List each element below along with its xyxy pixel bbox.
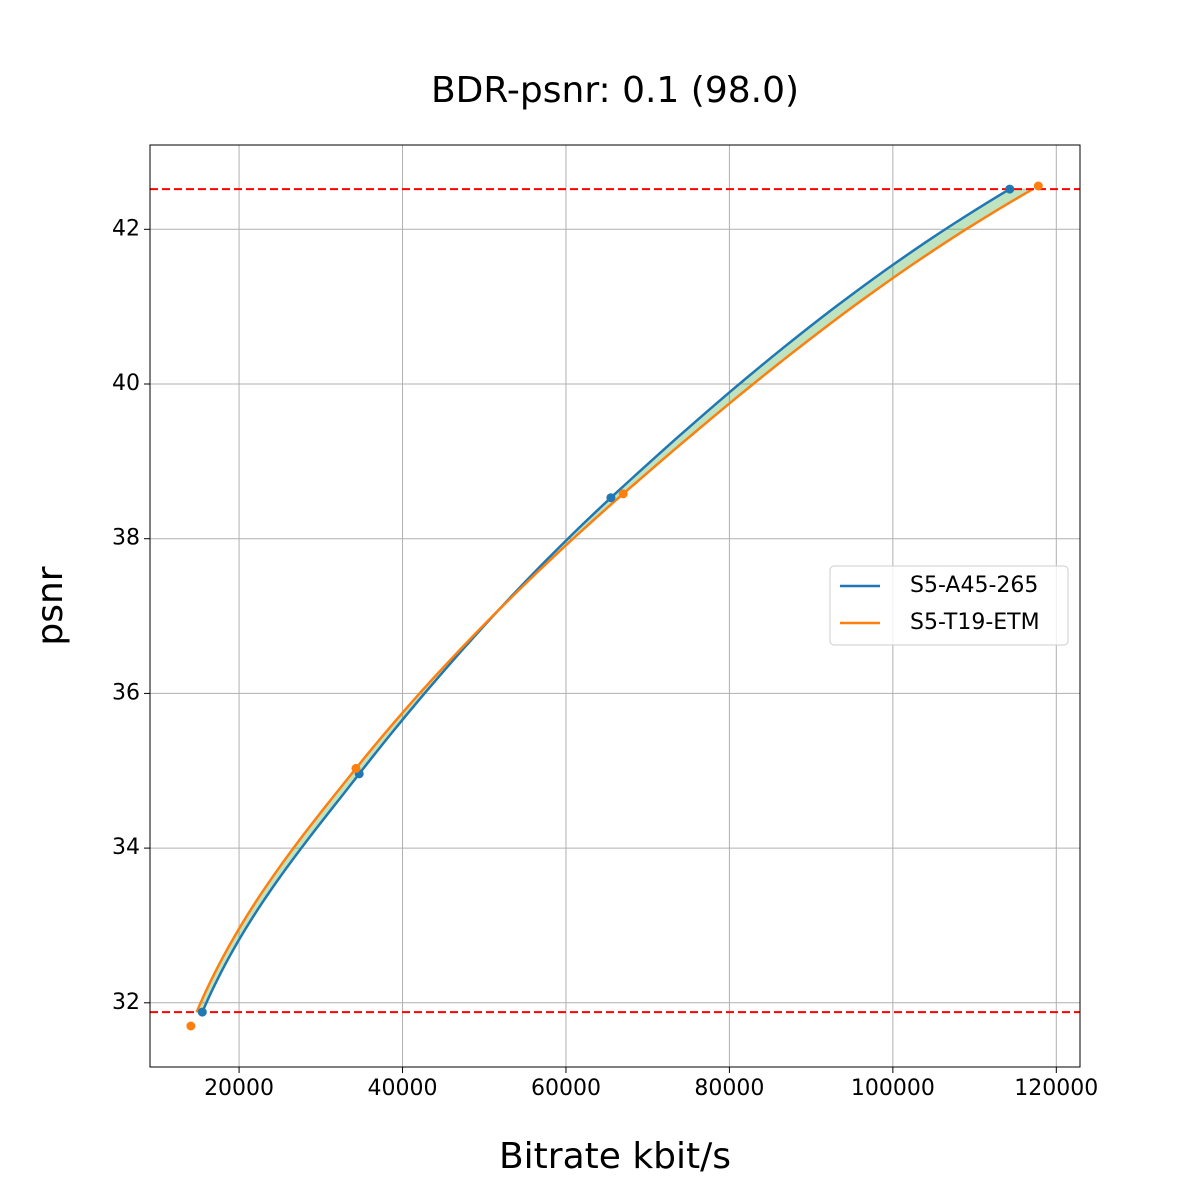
y-axis-label: psnr: [30, 566, 71, 645]
x-tick-label: 20000: [204, 1076, 274, 1101]
y-tick-label: 36: [112, 680, 140, 705]
y-tick-label: 32: [112, 990, 140, 1015]
y-tick-label: 42: [112, 216, 140, 241]
data-point: [197, 1007, 207, 1017]
x-tick-label: 80000: [694, 1076, 764, 1101]
x-tick-label: 120000: [1014, 1076, 1098, 1101]
plot-frame: [149, 144, 1081, 1068]
legend-box: [829, 565, 1069, 646]
data-point: [351, 763, 361, 773]
data-point: [1033, 181, 1043, 191]
data-point: [606, 493, 616, 503]
y-tick-label: 34: [112, 835, 140, 860]
data-point: [186, 1021, 196, 1031]
fit-curve: [195, 188, 1034, 1013]
y-tick-label: 38: [112, 526, 140, 551]
x-tick-label: 60000: [531, 1076, 601, 1101]
chart-title: BDR-psnr: 0.1 (98.0): [431, 70, 799, 111]
legend: S5-A45-265 S5-T19-ETM: [829, 565, 1069, 646]
x-axis-label: Bitrate kbit/s: [499, 1136, 731, 1177]
legend-label: S5-A45-265: [910, 573, 1038, 598]
data-point: [1005, 184, 1015, 194]
y-tick-label: 40: [112, 371, 140, 396]
legend-label: S5-T19-ETM: [910, 610, 1040, 635]
x-tick-label: 40000: [368, 1076, 438, 1101]
data-point: [618, 489, 628, 499]
x-tick-label: 100000: [851, 1076, 935, 1101]
